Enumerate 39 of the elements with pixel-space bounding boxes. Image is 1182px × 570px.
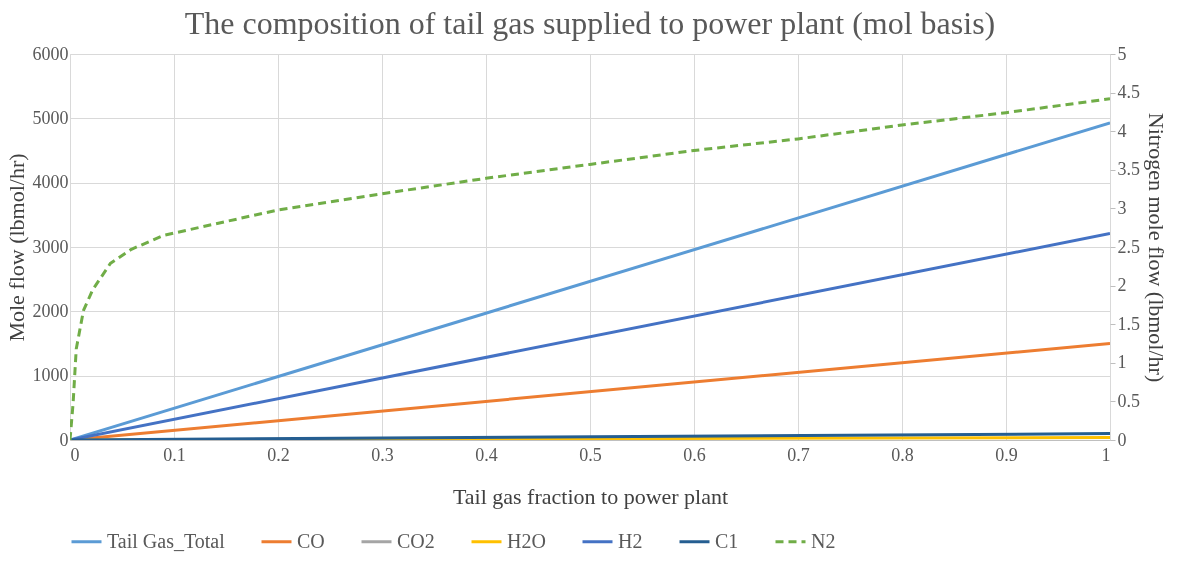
x-tick-label: 0.5 <box>579 444 602 465</box>
legend-label: CO <box>297 529 325 552</box>
y-tick-label: 3000 <box>32 236 69 257</box>
x-tick-label: 1 <box>1101 444 1111 465</box>
y-tick-label: 4000 <box>32 172 69 193</box>
y2-tick-label: 1 <box>1117 352 1127 373</box>
legend-label: C1 <box>715 529 739 552</box>
y2-tick-label: 1.5 <box>1117 313 1140 334</box>
y-tick-label: 5000 <box>32 107 69 128</box>
legend-label: H2O <box>507 529 546 552</box>
y2-axis-title: Nitrogen mole flow (lbmol/hr) <box>1144 112 1169 383</box>
x-tick-label: 0.4 <box>475 444 498 465</box>
x-tick-label: 0.1 <box>163 444 186 465</box>
y2-tick-label: 2.5 <box>1117 236 1140 257</box>
legend-label: H2 <box>618 529 643 552</box>
y-tick-label: 1000 <box>32 365 69 386</box>
x-axis-title: Tail gas fraction to power plant <box>452 483 729 509</box>
y2-tick-label: 3.5 <box>1117 159 1140 180</box>
y2-tick-label: 4.5 <box>1117 82 1140 103</box>
x-tick-label: 0.8 <box>891 444 914 465</box>
y2-tick-label: 2 <box>1117 275 1127 296</box>
y-tick-label: 6000 <box>32 43 69 64</box>
x-tick-label: 0.7 <box>787 444 810 465</box>
y2-tick-label: 3 <box>1117 197 1127 218</box>
chart-title: The composition of tail gas supplied to power plant (mol basis) <box>184 5 996 41</box>
y2-tick-label: 0 <box>1117 429 1127 450</box>
y-tick-label: 2000 <box>32 300 69 321</box>
x-tick-label: 0.9 <box>995 444 1018 465</box>
legend-label: Tail Gas_Total <box>107 529 226 552</box>
y-tick-label: 0 <box>59 429 69 450</box>
y2-tick-label: 5 <box>1117 43 1127 64</box>
x-tick-label: 0.6 <box>683 444 706 465</box>
y2-tick-label: 0.5 <box>1117 390 1140 411</box>
y-axis-title: Mole flow (lbmol/hr) <box>3 153 29 342</box>
legend-label: N2 <box>811 529 836 552</box>
x-tick-label: 0.2 <box>267 444 290 465</box>
legend-label: CO2 <box>397 529 435 552</box>
x-tick-label: 0.3 <box>371 444 394 465</box>
y2-tick-label: 4 <box>1117 120 1127 141</box>
